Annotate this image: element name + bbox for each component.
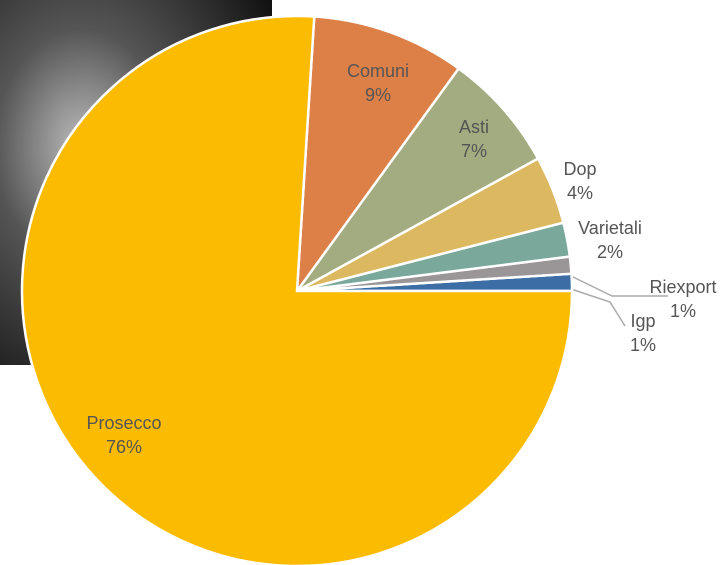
pie-slice <box>20 14 574 565</box>
slice-label: Dop <box>563 159 596 179</box>
slice-label: Riexport <box>649 277 716 297</box>
slice-value-label: 76% <box>106 437 142 457</box>
slice-label: Comuni <box>347 61 409 81</box>
pie-slice <box>295 66 540 293</box>
slice-value-label: 7% <box>461 141 487 161</box>
leader-line <box>570 275 668 297</box>
slice-value-label: 1% <box>670 301 696 321</box>
slice-label: Prosecco <box>86 413 161 433</box>
slice-value-label: 2% <box>597 242 623 262</box>
slice-label: Igp <box>630 311 655 331</box>
pie-slice <box>295 15 461 296</box>
slice-value-label: 9% <box>365 85 391 105</box>
slice-value-label: 1% <box>630 335 656 355</box>
leader-line <box>570 288 626 327</box>
slice-label: Asti <box>459 117 489 137</box>
slice-value-label: 4% <box>567 183 593 203</box>
slice-label: Varietali <box>578 218 642 238</box>
